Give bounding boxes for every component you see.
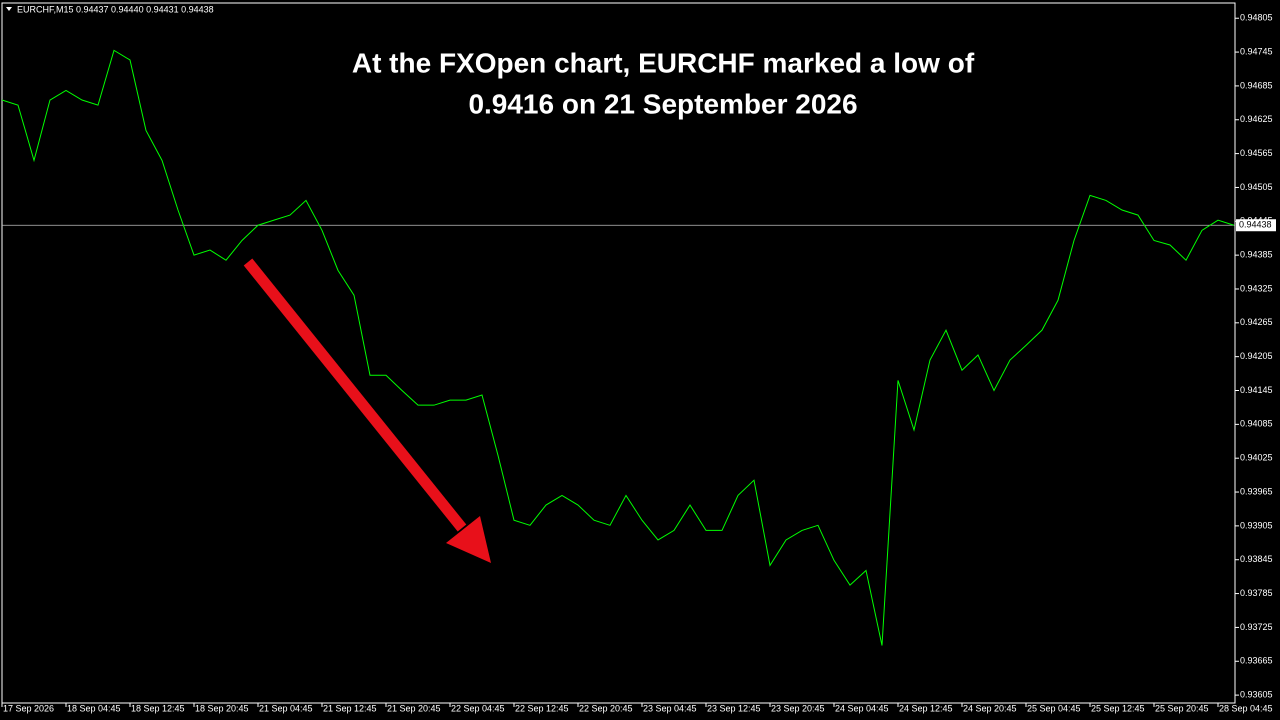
x-tick-label: 23 Sep 04:45: [643, 703, 697, 713]
y-tick-label: 0.94745: [1240, 46, 1273, 56]
y-tick-label: 0.94085: [1240, 419, 1273, 429]
x-tick-label: 21 Sep 04:45: [259, 703, 313, 713]
y-tick-label: 0.93845: [1240, 554, 1273, 564]
y-tick-label: 0.93905: [1240, 520, 1273, 530]
x-tick-label: 23 Sep 20:45: [771, 703, 825, 713]
y-tick-label: 0.93965: [1240, 486, 1273, 496]
y-tick-label: 0.94145: [1240, 385, 1273, 395]
y-tick-label: 0.93665: [1240, 656, 1273, 666]
x-tick-label: 21 Sep 20:45: [387, 703, 441, 713]
last-price-box: [1236, 219, 1276, 232]
y-tick-label: 0.94205: [1240, 351, 1273, 361]
x-tick-label: 18 Sep 12:45: [131, 703, 185, 713]
arrow-shaft: [243, 258, 467, 532]
x-tick-label: 28 Sep 04:45: [1219, 703, 1273, 713]
x-tick-label: 25 Sep 12:45: [1091, 703, 1145, 713]
y-tick-label: 0.94265: [1240, 317, 1273, 327]
x-tick-label: 17 Sep 2026: [3, 703, 54, 713]
y-tick-label: 0.93785: [1240, 588, 1273, 598]
y-tick-label: 0.93605: [1240, 689, 1273, 699]
header-arrow: [6, 7, 12, 11]
x-tick-label: 22 Sep 12:45: [515, 703, 569, 713]
last-price-label: 0.94438: [1239, 220, 1272, 230]
x-tick-label: 24 Sep 20:45: [963, 703, 1017, 713]
x-tick-label: 24 Sep 04:45: [835, 703, 889, 713]
plot-frame: [1, 2, 1236, 704]
x-tick-label: 22 Sep 20:45: [579, 703, 633, 713]
x-tick-label: 22 Sep 04:45: [451, 703, 505, 713]
x-tick-label: 25 Sep 04:45: [1027, 703, 1081, 713]
y-tick-label: 0.94325: [1240, 283, 1273, 293]
y-tick-label: 0.94805: [1240, 13, 1273, 23]
arrow: [243, 258, 491, 563]
header-info: EURCHF,M15 0.94437 0.94440 0.94431 0.944…: [17, 4, 214, 14]
annotation: At the FXOpen chart, EURCHF marked a low…: [352, 47, 975, 78]
annotation: 0.9416 on 21 September 2026: [468, 88, 857, 119]
x-tick-label: 18 Sep 20:45: [195, 703, 249, 713]
x-tick-label: 21 Sep 12:45: [323, 703, 377, 713]
arrow-head: [446, 516, 491, 563]
y-tick-label: 0.93725: [1240, 622, 1273, 632]
x-tick-label: 25 Sep 20:45: [1155, 703, 1209, 713]
price-line: [1, 49, 1235, 646]
x-tick-label: 24 Sep 12:45: [899, 703, 953, 713]
x-tick-label: 18 Sep 04:45: [67, 703, 121, 713]
y-tick-label: 0.94385: [1240, 250, 1273, 260]
y-tick-label: 0.94685: [1240, 80, 1273, 90]
y-tick-label: 0.94625: [1240, 114, 1273, 124]
y-tick-label: 0.94505: [1240, 182, 1273, 192]
x-tick-label: 23 Sep 12:45: [707, 703, 761, 713]
y-tick-label: 0.94565: [1240, 148, 1273, 158]
y-tick-label: 0.94025: [1240, 453, 1273, 463]
